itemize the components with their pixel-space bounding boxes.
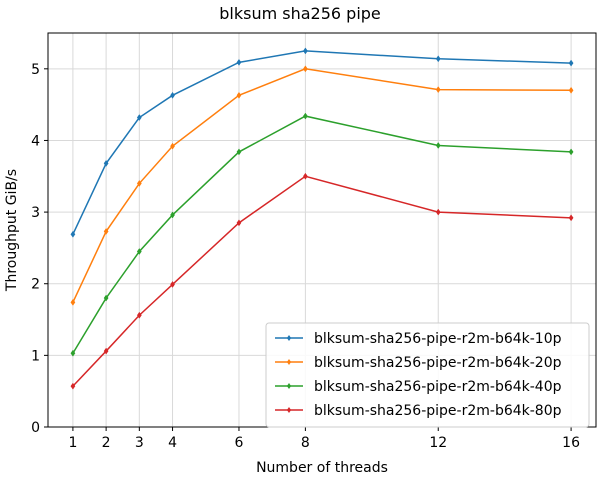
data-point xyxy=(302,65,308,73)
data-point xyxy=(170,211,175,219)
data-point xyxy=(70,230,76,238)
legend-entry-label: blksum-sha256-pipe-r2m-b64k-40p xyxy=(314,379,562,395)
x-tick-label: 2 xyxy=(102,435,111,451)
data-point xyxy=(568,148,574,156)
x-tick-label: 16 xyxy=(562,435,580,451)
data-point xyxy=(136,311,142,319)
y-tick-label: 3 xyxy=(31,205,40,221)
legend-entry-label: blksum-sha256-pipe-r2m-b64k-20p xyxy=(314,355,562,371)
data-point xyxy=(70,298,76,306)
legend-entry-label: blksum-sha256-pipe-r2m-b64k-80p xyxy=(314,403,562,419)
data-point xyxy=(236,91,242,99)
data-point xyxy=(103,159,109,167)
legend: blksum-sha256-pipe-r2m-b64k-10p blksum-sh… xyxy=(265,322,590,428)
grid-lines xyxy=(48,33,596,428)
data-point xyxy=(103,227,109,235)
data-point xyxy=(302,172,308,180)
series-line-2 xyxy=(72,68,572,303)
data-point xyxy=(70,382,76,390)
data-point xyxy=(435,86,441,94)
x-tick-label: 12 xyxy=(429,435,447,451)
data-point xyxy=(302,112,308,120)
data-point xyxy=(435,142,441,149)
y-tick-label: 0 xyxy=(31,420,40,436)
data-point xyxy=(170,91,175,99)
data-point xyxy=(170,142,175,150)
series-line-3 xyxy=(72,115,572,354)
data-point xyxy=(136,248,142,255)
data-point xyxy=(136,114,142,121)
x-tick-label: 4 xyxy=(168,435,177,451)
data-point xyxy=(435,55,441,63)
series-group xyxy=(70,47,574,390)
data-point xyxy=(236,58,242,66)
y-tick-label: 1 xyxy=(31,348,40,364)
data-point xyxy=(103,294,109,302)
x-tick-label: 3 xyxy=(135,435,144,451)
data-point xyxy=(103,347,109,355)
chart-title: blksum sha256 pipe xyxy=(219,4,381,23)
x-tick-label: 6 xyxy=(235,435,244,451)
legend-marker xyxy=(286,383,292,389)
y-axis-label: Throughput GiB/s xyxy=(4,169,20,292)
legend-entry-label: blksum-sha256-pipe-r2m-b64k-10p xyxy=(314,331,562,347)
x-axis-label: Number of threads xyxy=(256,460,388,476)
data-point xyxy=(170,281,175,288)
legend-box xyxy=(265,322,590,428)
data-point xyxy=(70,349,76,357)
data-point xyxy=(435,208,441,216)
legend-marker xyxy=(286,359,292,365)
data-point xyxy=(302,47,308,55)
y-tick-label: 2 xyxy=(31,277,40,293)
data-point xyxy=(568,59,574,67)
data-point xyxy=(236,148,242,156)
data-point xyxy=(236,219,242,227)
legend-marker xyxy=(286,407,292,413)
x-tick-label: 8 xyxy=(301,435,310,451)
y-tick-label: 4 xyxy=(31,133,40,149)
legend-marker xyxy=(286,335,292,341)
data-point xyxy=(136,180,142,187)
data-point xyxy=(568,214,574,222)
data-point xyxy=(568,86,574,94)
series-line-4 xyxy=(72,175,572,387)
y-tick-label: 5 xyxy=(31,62,40,78)
series-line-1 xyxy=(72,50,572,235)
x-tick-label: 1 xyxy=(68,435,77,451)
